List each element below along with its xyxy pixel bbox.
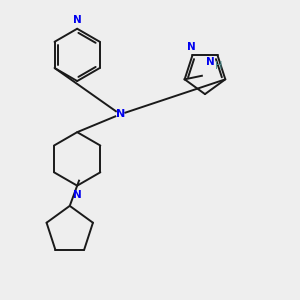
Text: N: N [73,15,82,25]
Text: N: N [73,190,82,200]
Text: N: N [187,42,195,52]
Text: N: N [116,109,125,119]
Text: H: H [215,61,222,71]
Text: N: N [206,57,215,67]
